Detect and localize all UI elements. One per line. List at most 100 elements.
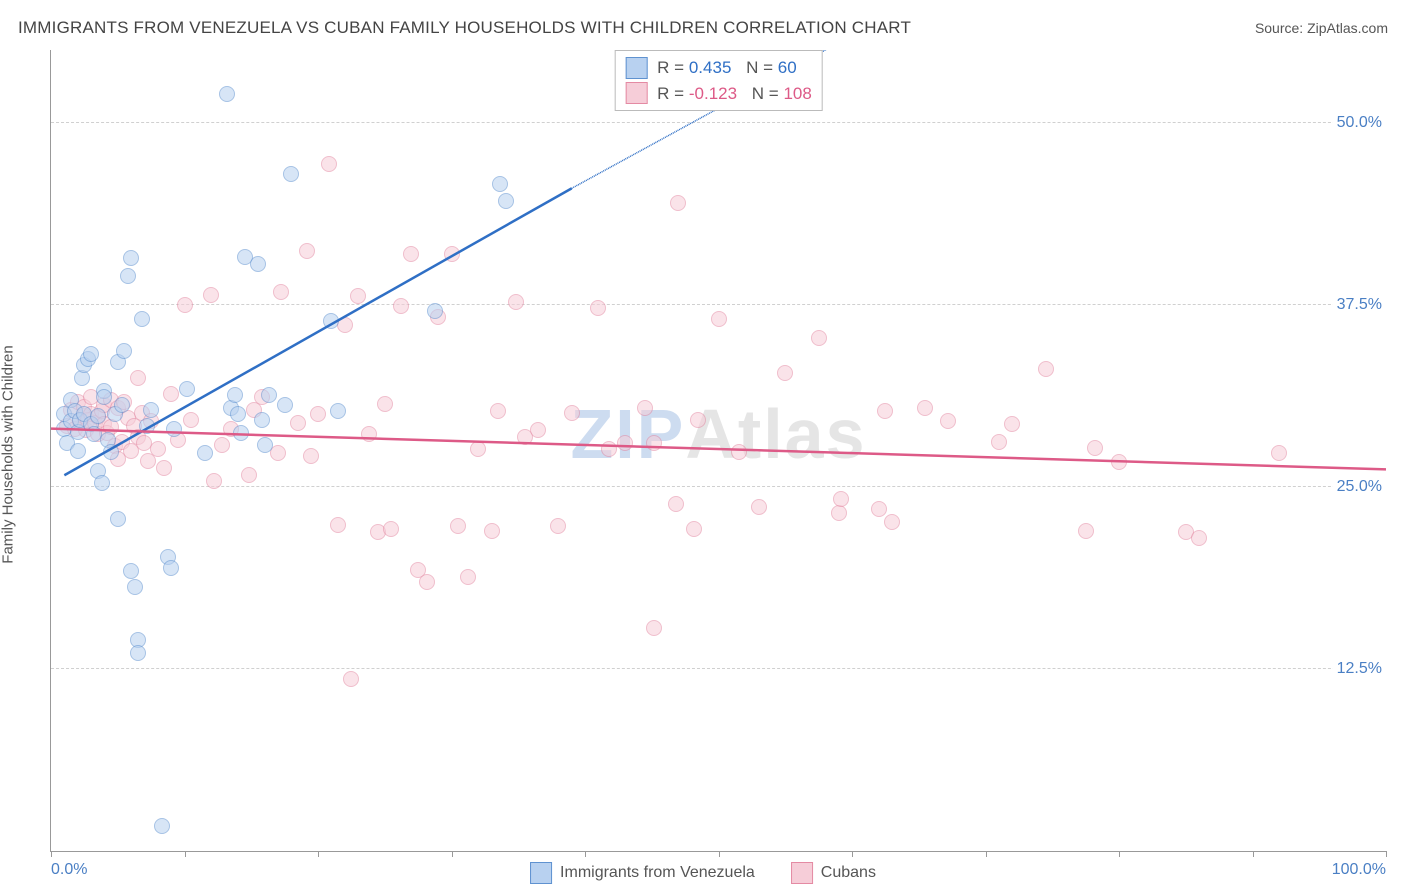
data-point-venezuela — [197, 445, 213, 461]
data-point-venezuela — [127, 579, 143, 595]
data-point-cubans — [991, 434, 1007, 450]
data-point-cubans — [877, 403, 893, 419]
data-point-cubans — [214, 437, 230, 453]
title-bar: IMMIGRANTS FROM VENEZUELA VS CUBAN FAMIL… — [18, 18, 1388, 38]
data-point-venezuela — [134, 311, 150, 327]
data-point-cubans — [751, 499, 767, 515]
data-point-cubans — [731, 444, 747, 460]
data-point-cubans — [403, 246, 419, 262]
x-tick — [452, 851, 453, 857]
data-point-venezuela — [257, 437, 273, 453]
data-point-cubans — [310, 406, 326, 422]
correlation-legend: R = 0.435 N = 60 R = -0.123 N = 108 — [614, 50, 823, 111]
gridline-h — [51, 122, 1386, 123]
swatch-venezuela-bottom — [530, 862, 552, 884]
data-point-cubans — [777, 365, 793, 381]
x-tick — [1253, 851, 1254, 857]
data-point-cubans — [490, 403, 506, 419]
data-point-cubans — [871, 501, 887, 517]
gridline-h — [51, 668, 1386, 669]
gridline-h — [51, 304, 1386, 305]
data-point-venezuela — [179, 381, 195, 397]
data-point-venezuela — [163, 560, 179, 576]
data-point-venezuela — [130, 645, 146, 661]
chart-area: ZIP Atlas R = 0.435 N = 60 R = -0.123 — [50, 50, 1386, 852]
data-point-cubans — [484, 523, 500, 539]
x-tick — [986, 851, 987, 857]
data-point-venezuela — [123, 250, 139, 266]
y-tick-label: 12.5% — [1333, 660, 1386, 678]
data-point-venezuela — [233, 425, 249, 441]
data-point-venezuela — [143, 402, 159, 418]
data-point-venezuela — [114, 397, 130, 413]
data-point-venezuela — [83, 346, 99, 362]
data-point-cubans — [241, 467, 257, 483]
legend-item-venezuela: Immigrants from Venezuela — [530, 862, 755, 884]
data-point-venezuela — [261, 387, 277, 403]
data-point-venezuela — [219, 86, 235, 102]
x-tick — [318, 851, 319, 857]
y-tick-label: 37.5% — [1333, 296, 1386, 314]
data-point-venezuela — [94, 475, 110, 491]
legend-item-cubans: Cubans — [791, 862, 876, 884]
data-point-venezuela — [498, 193, 514, 209]
data-point-cubans — [163, 386, 179, 402]
data-point-cubans — [1271, 445, 1287, 461]
x-tick — [1386, 851, 1387, 857]
stat-r-venezuela: R = 0.435 — [657, 55, 731, 81]
data-point-cubans — [1191, 530, 1207, 546]
data-point-cubans — [393, 298, 409, 314]
data-point-cubans — [550, 518, 566, 534]
data-point-venezuela — [70, 443, 86, 459]
x-tick — [51, 851, 52, 857]
data-point-cubans — [270, 445, 286, 461]
data-point-cubans — [811, 330, 827, 346]
stat-r-cubans: R = -0.123 — [657, 81, 737, 107]
data-point-cubans — [670, 195, 686, 211]
data-point-venezuela — [123, 563, 139, 579]
data-point-venezuela — [166, 421, 182, 437]
data-point-cubans — [177, 297, 193, 313]
data-point-cubans — [321, 156, 337, 172]
x-tick — [1119, 851, 1120, 857]
data-point-cubans — [940, 413, 956, 429]
legend-label-venezuela: Immigrants from Venezuela — [560, 864, 755, 882]
data-point-cubans — [460, 569, 476, 585]
data-point-cubans — [156, 460, 172, 476]
data-point-venezuela — [110, 511, 126, 527]
data-point-cubans — [290, 415, 306, 431]
data-point-cubans — [637, 400, 653, 416]
data-point-cubans — [203, 287, 219, 303]
data-point-cubans — [299, 243, 315, 259]
data-point-cubans — [444, 246, 460, 262]
data-point-cubans — [884, 514, 900, 530]
data-point-cubans — [590, 300, 606, 316]
legend-row-cubans: R = -0.123 N = 108 — [625, 81, 812, 107]
data-point-venezuela — [230, 406, 246, 422]
data-point-cubans — [273, 284, 289, 300]
data-point-cubans — [646, 620, 662, 636]
x-tick — [185, 851, 186, 857]
data-point-venezuela — [96, 389, 112, 405]
legend-label-cubans: Cubans — [821, 864, 876, 882]
data-point-cubans — [831, 505, 847, 521]
swatch-cubans-bottom — [791, 862, 813, 884]
x-tick — [585, 851, 586, 857]
data-point-cubans — [450, 518, 466, 534]
data-point-venezuela — [283, 166, 299, 182]
data-point-cubans — [601, 441, 617, 457]
watermark: ZIP Atlas — [570, 394, 866, 474]
data-point-cubans — [183, 412, 199, 428]
data-point-cubans — [419, 574, 435, 590]
swatch-venezuela — [625, 57, 647, 79]
watermark-atlas: Atlas — [685, 394, 866, 474]
chart-title: IMMIGRANTS FROM VENEZUELA VS CUBAN FAMIL… — [18, 18, 911, 38]
data-point-cubans — [383, 521, 399, 537]
y-tick-label: 25.0% — [1333, 478, 1386, 496]
data-point-cubans — [330, 517, 346, 533]
data-point-cubans — [686, 521, 702, 537]
data-point-cubans — [1111, 454, 1127, 470]
x-tick-label: 100.0% — [1332, 861, 1386, 879]
data-point-cubans — [1078, 523, 1094, 539]
data-point-cubans — [350, 288, 366, 304]
